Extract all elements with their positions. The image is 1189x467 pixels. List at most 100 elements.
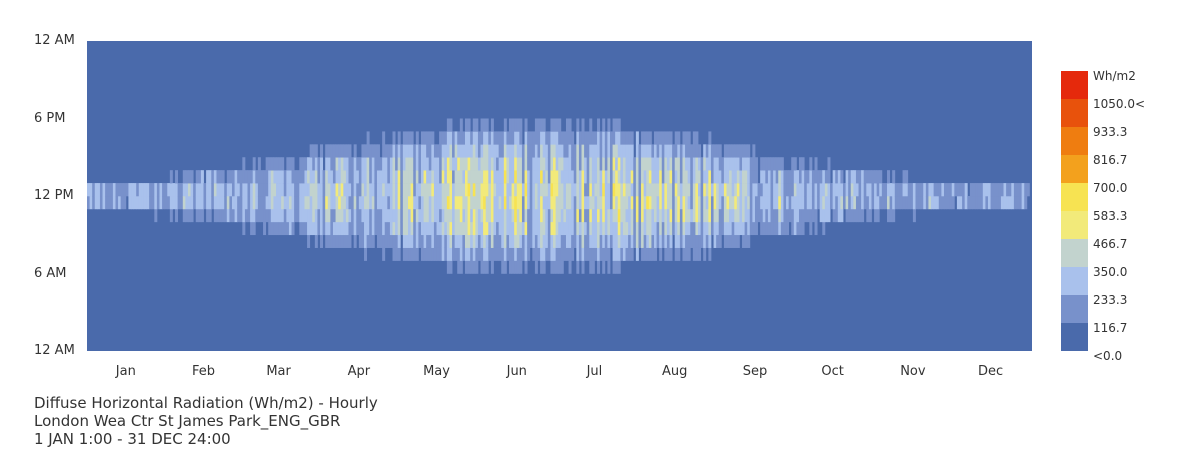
heatmap-cell: [767, 208, 771, 223]
heatmap-cell: [369, 208, 373, 223]
heatmap-cell: [682, 208, 686, 223]
heatmap-cell: [485, 144, 489, 158]
heatmap-cell: [765, 183, 769, 197]
heatmap-cell: [483, 131, 487, 145]
heatmap-cell: [369, 170, 373, 184]
heatmap-cell: [705, 183, 709, 197]
heatmap-cell: [664, 131, 668, 145]
heatmap-cell: [107, 196, 111, 210]
heatmap-cell: [982, 183, 986, 197]
heatmap-cell: [692, 234, 696, 248]
heatmap-cell: [496, 170, 500, 184]
heatmap-cell: [493, 221, 497, 236]
heatmap-cell: [581, 131, 585, 145]
heatmap-cell: [853, 196, 857, 210]
heatmap-cell: [734, 221, 738, 236]
heatmap-cell: [576, 157, 580, 171]
heatmap-cell: [335, 144, 339, 158]
heatmap-cell: [537, 157, 541, 171]
heatmap-cell: [143, 196, 147, 210]
heatmap-cell: [405, 247, 409, 261]
heatmap-cell: [925, 196, 929, 210]
heatmap-cell: [457, 247, 461, 261]
heatmap-cell: [910, 183, 914, 197]
heatmap-cell: [767, 183, 771, 197]
heatmap-cell: [534, 157, 538, 171]
heatmap-cell: [281, 170, 285, 184]
heatmap-cell: [565, 157, 569, 171]
heatmap-cell: [568, 131, 572, 145]
heatmap-cell: [1011, 196, 1015, 210]
heatmap-cell: [307, 183, 311, 197]
heatmap-cell: [604, 196, 608, 210]
heatmap-cell: [964, 196, 968, 210]
heatmap-cell: [672, 221, 676, 236]
heatmap-cell: [410, 221, 414, 236]
heatmap-cell: [987, 183, 991, 197]
heatmap-cell: [446, 157, 450, 171]
heatmap-cell: [514, 144, 518, 158]
heatmap-cell: [578, 183, 582, 197]
heatmap-cell: [718, 157, 722, 171]
heatmap-cell: [340, 183, 344, 197]
heatmap-cell: [397, 221, 401, 236]
heatmap-cell: [822, 183, 826, 197]
heatmap-cell: [591, 260, 595, 274]
heatmap-cell: [446, 221, 450, 236]
heatmap-cell: [576, 144, 580, 158]
heatmap-cell: [402, 170, 406, 184]
heatmap-cell: [524, 208, 528, 223]
heatmap-cell: [589, 183, 593, 197]
heatmap-cell: [534, 144, 538, 158]
heatmap-cell: [754, 183, 758, 197]
heatmap-cell: [604, 131, 608, 145]
heatmap-cell: [327, 221, 331, 236]
heatmap-cell: [710, 157, 714, 171]
heatmap-cell: [309, 221, 313, 236]
heatmap-cell: [879, 170, 883, 184]
heatmap-cell: [617, 221, 621, 236]
heatmap-cell: [547, 234, 551, 248]
heatmap-cell: [664, 234, 668, 248]
heatmap-cell: [332, 221, 336, 236]
heatmap-cell: [151, 196, 155, 210]
heatmap-cell: [410, 196, 414, 210]
heatmap-cell: [345, 183, 349, 197]
heatmap-cell: [775, 208, 779, 223]
heatmap-cell: [806, 208, 810, 223]
heatmap-cell: [635, 221, 639, 236]
heatmap-cell: [441, 170, 445, 184]
heatmap-cell: [744, 183, 748, 197]
heatmap-cell: [628, 157, 632, 171]
heatmap-cell: [622, 196, 626, 210]
heatmap-cell: [206, 196, 210, 210]
heatmap-cell: [446, 131, 450, 145]
heatmap-cell: [405, 131, 409, 145]
heatmap-cell: [436, 196, 440, 210]
heatmap-cell: [537, 196, 541, 210]
heatmap-cell: [555, 144, 559, 158]
heatmap-cell: [612, 260, 616, 274]
heatmap-cell: [661, 144, 665, 158]
heatmap-cell: [695, 157, 699, 171]
heatmap-cell: [527, 196, 531, 210]
heatmap-cell: [325, 208, 329, 223]
heatmap-cell: [597, 196, 601, 210]
heatmap-cell: [439, 196, 443, 210]
heatmap-cell: [327, 157, 331, 171]
heatmap-cell: [477, 170, 481, 184]
heatmap-cell: [685, 144, 689, 158]
heatmap-cell: [1000, 183, 1004, 197]
heatmap-cell: [278, 183, 282, 197]
heatmap-cell: [420, 170, 424, 184]
heatmap-cell: [674, 131, 678, 145]
heatmap-cell: [480, 247, 484, 261]
heatmap-cell: [558, 196, 562, 210]
heatmap-cell: [255, 170, 259, 184]
heatmap-cell: [154, 208, 158, 223]
heatmap-cell: [485, 247, 489, 261]
heatmap-cell: [612, 183, 616, 197]
heatmap-cell: [736, 196, 740, 210]
heatmap-cell: [286, 170, 290, 184]
heatmap-cell: [470, 221, 474, 236]
